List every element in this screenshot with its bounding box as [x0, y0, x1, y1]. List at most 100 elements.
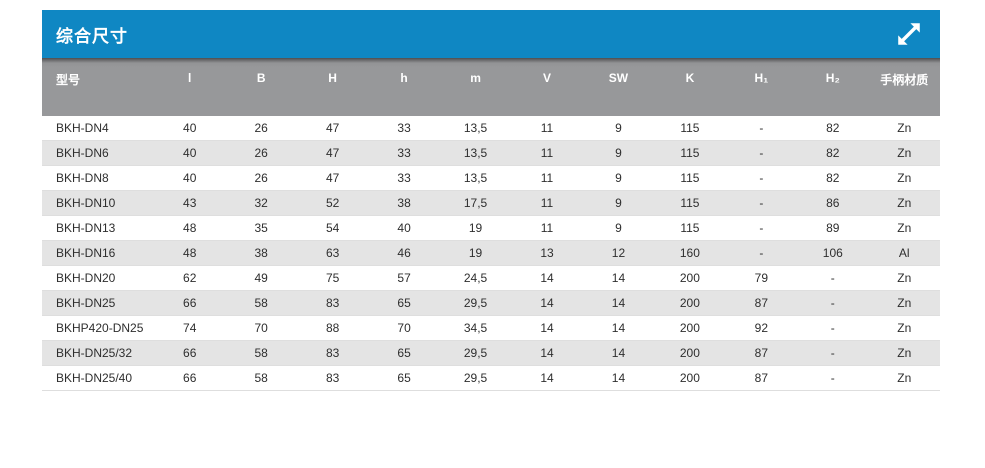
value-cell: 115 — [654, 165, 726, 191]
model-cell: BKH-DN10 — [42, 190, 154, 216]
column-header-handle-material: 手柄材质 — [868, 58, 940, 116]
value-cell: 48 — [154, 240, 226, 266]
column-header-model: 型号 — [42, 58, 154, 116]
column-header-H: H — [296, 58, 369, 116]
value-cell: 115 — [654, 190, 726, 216]
value-cell: 14 — [511, 340, 583, 366]
column-header-B: B — [225, 58, 297, 116]
value-cell: 40 — [154, 165, 226, 191]
value-cell: - — [797, 290, 869, 316]
value-cell: 86 — [797, 190, 869, 216]
value-cell: - — [725, 116, 798, 141]
column-header-h: h — [368, 58, 440, 116]
value-cell: - — [725, 240, 798, 266]
table-row: BKH-DN25 66 58 83 65 29,5 14 14 200 87- Zn — [42, 290, 940, 316]
value-cell: 19 — [439, 215, 512, 241]
value-cell: 82 — [797, 165, 869, 191]
value-cell: 57 — [368, 265, 440, 291]
value-cell: 13 — [511, 240, 583, 266]
value-cell: 88 — [296, 315, 369, 341]
value-cell: 11 — [511, 116, 583, 141]
value-cell: 19 — [439, 240, 512, 266]
value-cell: 14 — [582, 290, 655, 316]
table-row: BKH-DN8 40 26 47 33 13,5 11 9 115-82 Zn — [42, 165, 940, 191]
value-cell: 11 — [511, 140, 583, 166]
value-cell: 32 — [225, 190, 297, 216]
value-cell: 29,5 — [439, 290, 512, 316]
value-cell: 9 — [582, 215, 655, 241]
value-cell: Zn — [868, 190, 940, 216]
value-cell: Zn — [868, 116, 940, 141]
dimensions-table: 型号 l B H h m V SW K H₁ H₂ 手柄材质 BKH-DN4 40… — [42, 58, 940, 391]
value-cell: 11 — [511, 165, 583, 191]
value-cell: 47 — [296, 165, 369, 191]
value-cell: 70 — [368, 315, 440, 341]
value-cell: 14 — [511, 365, 583, 391]
table-row: BKH-DN20 62 49 75 57 24,5 14 14 200 79- Zn — [42, 265, 940, 291]
value-cell: 200 — [654, 365, 726, 391]
value-cell: 74 — [154, 315, 226, 341]
table-header-row: 型号 l B H h m V SW K H₁ H₂ 手柄材质 — [42, 58, 940, 116]
column-header-H1: H₁ — [725, 58, 798, 116]
value-cell: - — [797, 365, 869, 391]
value-cell: 14 — [582, 340, 655, 366]
value-cell: - — [797, 340, 869, 366]
panel-title-bar: 综合尺寸 — [42, 10, 940, 58]
value-cell: 12 — [582, 240, 655, 266]
value-cell: 115 — [654, 116, 726, 141]
value-cell: 65 — [368, 290, 440, 316]
value-cell: 58 — [225, 340, 297, 366]
value-cell: 58 — [225, 290, 297, 316]
value-cell: 115 — [654, 140, 726, 166]
value-cell: - — [797, 265, 869, 291]
table-header: 型号 l B H h m V SW K H₁ H₂ 手柄材质 — [42, 58, 940, 116]
value-cell: 58 — [225, 365, 297, 391]
column-header-m: m — [439, 58, 512, 116]
value-cell: 33 — [368, 165, 440, 191]
value-cell: Al — [868, 240, 940, 266]
expand-diagonal-arrow-icon — [894, 19, 924, 49]
model-cell: BKH-DN8 — [42, 165, 154, 191]
panel-title: 综合尺寸 — [56, 26, 128, 46]
column-header-SW: SW — [582, 58, 655, 116]
table-row: BKH-DN10 43 32 52 38 17,5 11 9 115-86 Zn — [42, 190, 940, 216]
value-cell: 83 — [296, 290, 369, 316]
value-cell: 65 — [368, 340, 440, 366]
value-cell: Zn — [868, 215, 940, 241]
value-cell: 63 — [296, 240, 369, 266]
table-row: BKH-DN6 40 26 47 33 13,5 11 9 115-82 Zn — [42, 140, 940, 166]
value-cell: 35 — [225, 215, 297, 241]
value-cell: 70 — [225, 315, 297, 341]
model-cell: BKH-DN20 — [42, 265, 154, 291]
value-cell: 87 — [725, 290, 798, 316]
value-cell: 115 — [654, 215, 726, 241]
column-header-V: V — [511, 58, 583, 116]
value-cell: 9 — [582, 140, 655, 166]
value-cell: 34,5 — [439, 315, 512, 341]
table-row: BKH-DN16 48 38 63 46 19 13 12 160-106 Al — [42, 240, 940, 266]
value-cell: 26 — [225, 165, 297, 191]
value-cell: 14 — [511, 315, 583, 341]
value-cell: Zn — [868, 165, 940, 191]
value-cell: Zn — [868, 340, 940, 366]
value-cell: 9 — [582, 116, 655, 141]
value-cell: 87 — [725, 340, 798, 366]
table-row: BKH-DN4 40 26 47 33 13,5 11 9 115-82 Zn — [42, 116, 940, 141]
value-cell: 33 — [368, 140, 440, 166]
value-cell: Zn — [868, 315, 940, 341]
value-cell: 54 — [296, 215, 369, 241]
table-row: BKH-DN13 48 35 54 40 19 11 9 115-89 Zn — [42, 215, 940, 241]
value-cell: 24,5 — [439, 265, 512, 291]
value-cell: 38 — [368, 190, 440, 216]
expand-button[interactable] — [894, 19, 924, 49]
value-cell: 11 — [511, 215, 583, 241]
value-cell: 52 — [296, 190, 369, 216]
value-cell: - — [725, 140, 798, 166]
value-cell: 14 — [511, 290, 583, 316]
model-cell: BKHP420-DN25 — [42, 315, 154, 341]
value-cell: 26 — [225, 116, 297, 141]
value-cell: 66 — [154, 365, 226, 391]
column-header-K: K — [654, 58, 726, 116]
value-cell: 83 — [296, 340, 369, 366]
value-cell: 29,5 — [439, 365, 512, 391]
